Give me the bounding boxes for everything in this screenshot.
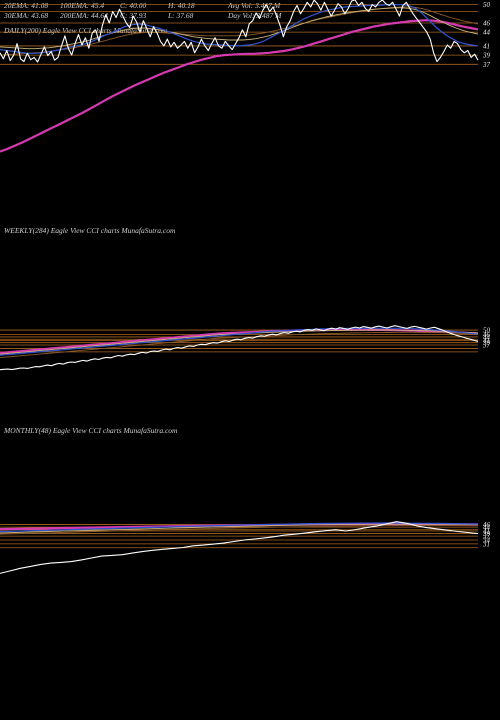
monthly-ema-short-line	[0, 522, 479, 533]
monthly-tick-label-6: 31	[482, 540, 490, 548]
daily-ema-mid-line	[0, 7, 479, 50]
stat-avg-vol: Avg Vol: 3.467 M	[227, 1, 281, 10]
daily-tick-label-0: 50	[483, 1, 491, 9]
monthly-ema-long-line	[0, 525, 479, 535]
daily-tick-label-4: 39	[482, 52, 491, 60]
monthly-tick-label-3: 39	[482, 530, 491, 538]
daily-tick-label-3: 41	[483, 42, 490, 50]
weekly-tick-label-0: 50	[483, 327, 491, 335]
daily-ema-short-line	[0, 3, 479, 54]
weekly-tick-label-4: 39	[482, 339, 491, 347]
monthly-tick-label-0: 46	[483, 521, 491, 529]
weekly-panel-title: WEEKLY(284) Eagle View CCI charts Munafa…	[4, 226, 176, 235]
stat-20ema: 20EMA: 41.08	[4, 1, 48, 10]
monthly-tick-label-1: 44	[483, 524, 491, 532]
daily-ema-200-line	[0, 19, 479, 153]
stat-100ema: 100EMA: 45.4	[60, 1, 104, 10]
daily-tick-label-5: 37	[482, 61, 491, 69]
daily-price-line	[0, 0, 479, 63]
stat-low: L: 37.68	[167, 11, 194, 20]
monthly-tick-label-4: 37	[482, 533, 491, 541]
stat-30ema: 30EMA: 43.68	[3, 11, 48, 20]
weekly-tick-label-5: 37	[482, 342, 491, 350]
weekly-price-line	[0, 325, 479, 371]
weekly-ema-long-line	[0, 331, 479, 359]
daily-ema-long-line	[0, 6, 479, 56]
daily-panel-title: DAILY(200) Eagle View CCI charts MunafaS…	[3, 26, 168, 35]
monthly-ema-mid-line	[0, 523, 479, 534]
daily-tick-label-1: 46	[483, 20, 491, 28]
weekly-tick-label-2: 44	[483, 333, 491, 341]
monthly-tick-label-2: 41	[483, 528, 490, 536]
stat-close: C: 40.00	[120, 1, 147, 10]
monthly-price-line	[0, 521, 479, 574]
daily-tick-label-2: 44	[483, 29, 491, 37]
stats-header: 20EMA: 41.08 100EMA: 45.4 C: 40.00 H: 40…	[3, 1, 282, 20]
stat-high: H: 40.18	[167, 1, 195, 10]
weekly-tick-label-1: 46	[483, 331, 491, 339]
monthly-tick-label-5: 34	[482, 537, 491, 545]
monthly-panel-title: MONTHLY(48) Eagle View CCI charts Munafa…	[3, 426, 178, 435]
weekly-ema-short-line	[0, 327, 479, 356]
stat-200ema: 200EMA: 44.64	[60, 11, 108, 20]
stat-open: C: 37.93	[120, 11, 147, 20]
weekly-tick-label-3: 41	[483, 337, 490, 345]
